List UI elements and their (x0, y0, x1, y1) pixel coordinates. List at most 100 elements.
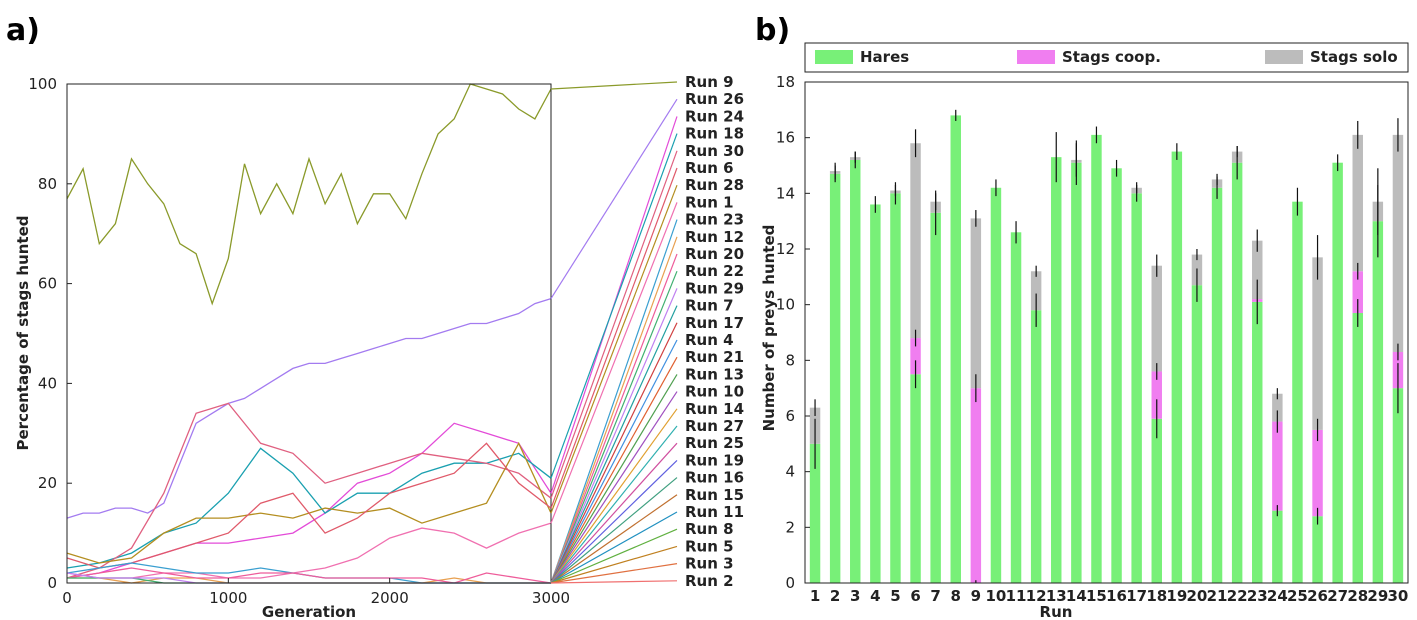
connector-run-18 (550, 133, 678, 479)
legend-swatch-hares (815, 50, 853, 64)
bar-hares-run-4 (870, 204, 881, 583)
bar-hares-run-14 (1071, 162, 1082, 583)
x-tick-label: 11 (1006, 587, 1027, 605)
x-tick-label: 28 (1347, 587, 1368, 605)
x-tick-label: 19 (1166, 587, 1187, 605)
y-tick-label: 4 (785, 463, 795, 481)
bar-hares-run-12 (1030, 310, 1042, 583)
bar-hares-run-6 (910, 374, 921, 583)
run-label-run-11: Run 11 (685, 503, 744, 521)
x-tick-label: 17 (1126, 587, 1147, 605)
x-tick-label: 3 (850, 587, 860, 605)
series-line-run-6 (66, 442, 552, 569)
x-tick-label: 0 (62, 589, 72, 607)
bar-hares-run-23 (1252, 301, 1263, 583)
legend-label-stags-coop-: Stags coop. (1062, 48, 1161, 66)
x-tick-label: 15 (1086, 587, 1107, 605)
connector-run-11 (550, 511, 678, 584)
run-label-run-30: Run 30 (685, 142, 744, 160)
bar-stags-solo-run-30 (1392, 134, 1404, 352)
bar-stags-coop--run-28 (1352, 271, 1363, 314)
connector-run-5 (550, 545, 678, 584)
legend-label-hares: Hares (860, 48, 909, 66)
y-tick-label: 6 (785, 407, 795, 425)
connector-run-27 (550, 425, 678, 584)
x-tick-label: 26 (1307, 587, 1328, 605)
x-tick-label: 23 (1247, 587, 1268, 605)
plot-frame-b (804, 81, 1409, 584)
y-axis-label-b: Number of preys hunted (760, 225, 778, 432)
x-tick-label: 4 (870, 587, 880, 605)
bar-stags-coop--run-26 (1312, 429, 1323, 517)
y-tick-label: 100 (28, 75, 57, 93)
run-label-run-25: Run 25 (685, 434, 744, 452)
y-tick-label: 14 (776, 184, 795, 202)
series-line-run-18 (66, 447, 552, 569)
x-tick-label: 9 (971, 587, 981, 605)
bar-hares-run-2 (829, 173, 841, 583)
bar-hares-run-18 (1151, 418, 1162, 583)
x-tick-label: 10 (986, 587, 1007, 605)
run-label-run-1: Run 1 (685, 193, 734, 211)
connector-run-22 (550, 270, 678, 584)
bar-hares-run-15 (1091, 134, 1102, 583)
connector-run-17 (550, 322, 678, 584)
x-tick-label: 8 (951, 587, 961, 605)
connector-run-26 (550, 98, 678, 299)
bar-stags-solo-run-23 (1252, 240, 1263, 300)
run-label-run-2: Run 2 (685, 572, 734, 590)
y-tick-label: 18 (776, 73, 795, 91)
x-tick-label: 12 (1026, 587, 1047, 605)
x-tick-label: 24 (1267, 587, 1288, 605)
plot-frame-a (66, 83, 552, 584)
connector-run-8 (550, 528, 678, 584)
bar-hares-run-25 (1292, 201, 1303, 583)
x-tick-label: 25 (1287, 587, 1308, 605)
series-line-run-9 (66, 83, 552, 306)
connector-run-4 (550, 339, 678, 584)
bar-hares-run-1 (809, 443, 821, 583)
bar-hares-run-3 (850, 159, 861, 583)
bar-hares-run-28 (1352, 313, 1363, 583)
connector-run-2 (550, 580, 678, 584)
panel-b-tag: b) (755, 13, 790, 48)
run-label-run-20: Run 20 (685, 245, 744, 263)
bar-stags-solo-run-6 (910, 143, 921, 339)
bar-stags-coop--run-6 (910, 338, 921, 375)
bar-hares-run-13 (1051, 157, 1062, 583)
y-tick-label: 60 (38, 275, 57, 293)
bar-hares-run-26 (1312, 516, 1323, 583)
x-tick-label: 22 (1227, 587, 1248, 605)
x-tick-label: 29 (1367, 587, 1388, 605)
x-tick-label: 20 (1187, 587, 1208, 605)
bar-hares-run-21 (1211, 187, 1223, 583)
y-tick-label: 12 (776, 240, 795, 258)
panel-a-tag: a) (6, 13, 40, 48)
bar-stags-coop--run-24 (1272, 421, 1283, 511)
x-tick-label: 30 (1388, 587, 1409, 605)
connector-run-1 (550, 202, 678, 524)
y-tick-label: 16 (776, 129, 795, 147)
legend-swatch-stags-solo (1265, 50, 1303, 64)
legend-frame (804, 42, 1409, 73)
run-label-run-29: Run 29 (685, 279, 744, 297)
series-line-run-30 (66, 402, 552, 579)
bar-hares-run-20 (1191, 285, 1203, 583)
series-line-run-20 (66, 567, 552, 584)
bar-hares-run-16 (1111, 168, 1122, 584)
run-label-run-14: Run 14 (685, 400, 744, 418)
connector-run-23 (550, 219, 678, 584)
connector-run-19 (550, 459, 678, 584)
bar-hares-run-22 (1231, 162, 1243, 583)
y-tick-label: 8 (785, 351, 795, 369)
run-label-run-22: Run 22 (685, 262, 744, 280)
connector-run-28 (550, 184, 678, 514)
run-label-run-23: Run 23 (685, 211, 744, 229)
connector-run-29 (550, 288, 678, 584)
bar-hares-run-11 (1010, 232, 1022, 584)
bar-stags-solo-run-12 (1030, 271, 1042, 311)
bar-hares-run-30 (1392, 388, 1404, 583)
run-label-run-18: Run 18 (685, 125, 744, 143)
bar-hares-run-8 (950, 115, 961, 584)
run-label-run-10: Run 10 (685, 383, 744, 401)
